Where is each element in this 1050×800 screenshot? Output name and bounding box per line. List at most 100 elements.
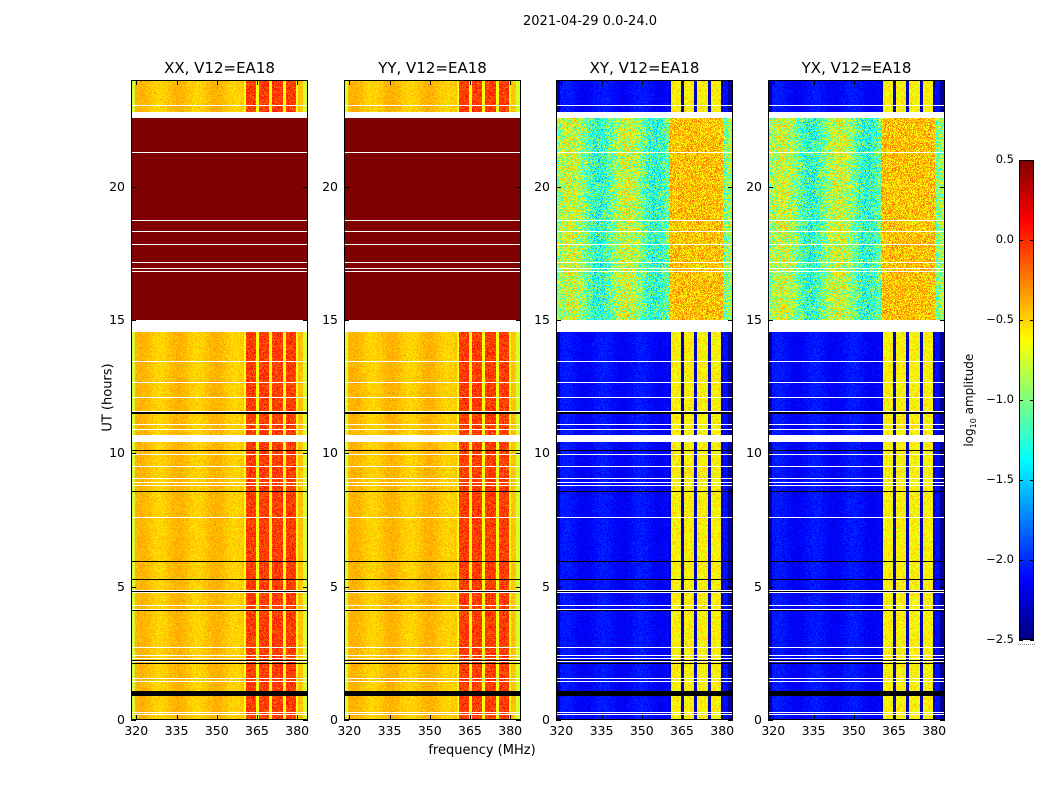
y-tick-mark [344,720,349,721]
y-tick-mark [768,586,773,588]
panel-title-yy: YY, V12=EA18 [378,59,487,77]
x-tick-mark [136,715,138,720]
y-tick-mark [131,453,136,455]
colorbar-tick-label: 0.5 [995,152,1014,166]
y-tick-mark [556,320,561,321]
y-tick-mark [556,186,561,188]
colorbar-tick-mark [1019,240,1023,241]
x-tick-mark [257,715,259,720]
y-tick-mark-right [303,586,308,588]
colorbar-tick-mark-right [1030,160,1034,161]
colorbar-label-rest: amplitude [961,353,976,419]
y-tick-label: 15 [746,312,762,327]
colorbar-label-main: log [961,428,976,447]
y-tick-mark-right [940,186,945,188]
colorbar-tick-mark-right [1030,400,1034,401]
y-tick-label: 5 [330,578,338,594]
x-tick-label: 350 [841,723,866,738]
x-axis-label: frequency (MHz) [428,743,536,758]
x-tick-mark [389,715,391,720]
waterfall-xy [556,80,733,720]
x-tick-mark-top [216,80,218,85]
y-tick-label: 10 [109,445,125,461]
x-tick-label: 350 [629,723,654,738]
x-tick-mark-top [853,80,855,85]
y-tick-label: 0 [542,712,550,727]
y-tick-mark-right [303,186,308,188]
x-tick-label: 365 [458,723,482,738]
x-tick-label: 320 [124,723,149,738]
x-tick-label: 320 [337,723,362,738]
waterfall-yy [344,80,521,720]
y-tick-label: 20 [534,178,550,194]
x-tick-label: 380 [285,723,310,738]
colorbar-tick-mark-right [1030,640,1034,641]
y-tick-label: 10 [746,445,762,461]
y-tick-label: 20 [322,178,338,194]
y-tick-mark [131,586,136,588]
y-tick-mark-right [516,186,521,188]
x-tick-mark [853,715,855,720]
colorbar-label: log10 amplitude [962,340,978,460]
colorbar-tick-label: −1.5 [986,472,1014,486]
x-tick-mark-top [136,80,138,85]
colorbar-tick-mark-right [1030,560,1034,561]
x-tick-label: 335 [377,723,402,738]
y-tick-mark-right [516,720,521,721]
x-tick-label: 320 [549,723,574,738]
panel-title-xy: XY, V12=EA18 [589,59,700,77]
colorbar-extend-marker [1018,644,1035,645]
y-tick-mark-right [728,720,733,721]
y-tick-mark-right [940,720,945,721]
x-tick-mark [176,715,178,720]
y-tick-mark [131,320,136,321]
x-tick-mark-top [682,80,684,85]
y-tick-mark [131,186,136,188]
x-tick-mark [470,715,472,720]
colorbar-tick-mark [1019,560,1023,561]
x-tick-mark-top [257,80,259,85]
y-tick-mark-right [303,320,308,321]
x-tick-mark [773,715,775,720]
y-tick-mark-right [940,453,945,455]
x-tick-mark [641,715,643,720]
x-tick-label: 365 [670,723,694,738]
colorbar-tick-mark [1019,400,1023,401]
panel-title-xx: XX, V12=EA18 [164,59,275,77]
y-tick-mark-right [728,320,733,321]
y-tick-mark-right [940,320,945,321]
panel-title-yx: YX, V12=EA18 [801,59,912,77]
colorbar [1019,160,1034,640]
waterfall-xx [131,80,308,720]
x-tick-label: 350 [204,723,229,738]
x-tick-label: 335 [801,723,826,738]
x-tick-mark-top [429,80,431,85]
y-tick-mark [768,186,773,188]
y-tick-mark [344,586,349,588]
y-tick-label: 20 [746,178,762,194]
y-tick-mark [768,720,773,721]
y-tick-label: 10 [534,445,550,461]
x-tick-mark-top [470,80,472,85]
x-tick-label: 365 [882,723,906,738]
x-tick-mark [813,715,815,720]
y-tick-mark [556,453,561,455]
x-tick-label: 380 [710,723,735,738]
x-tick-mark [510,715,512,720]
y-tick-mark [768,453,773,455]
colorbar-tick-mark-right [1030,320,1034,321]
figure-suptitle: 2021-04-29 0.0-24.0 [523,14,657,29]
y-tick-mark-right [303,720,308,721]
x-tick-mark-top [894,80,896,85]
y-axis-label: UT (hours) [100,363,116,432]
y-tick-label: 0 [117,712,125,727]
x-tick-mark [722,715,724,720]
x-tick-mark-top [349,80,351,85]
x-tick-label: 335 [589,723,614,738]
y-tick-mark [131,720,136,721]
y-tick-label: 5 [542,578,550,594]
x-tick-mark-top [176,80,178,85]
y-tick-mark-right [516,320,521,321]
x-tick-mark [429,715,431,720]
x-tick-mark-top [722,80,724,85]
